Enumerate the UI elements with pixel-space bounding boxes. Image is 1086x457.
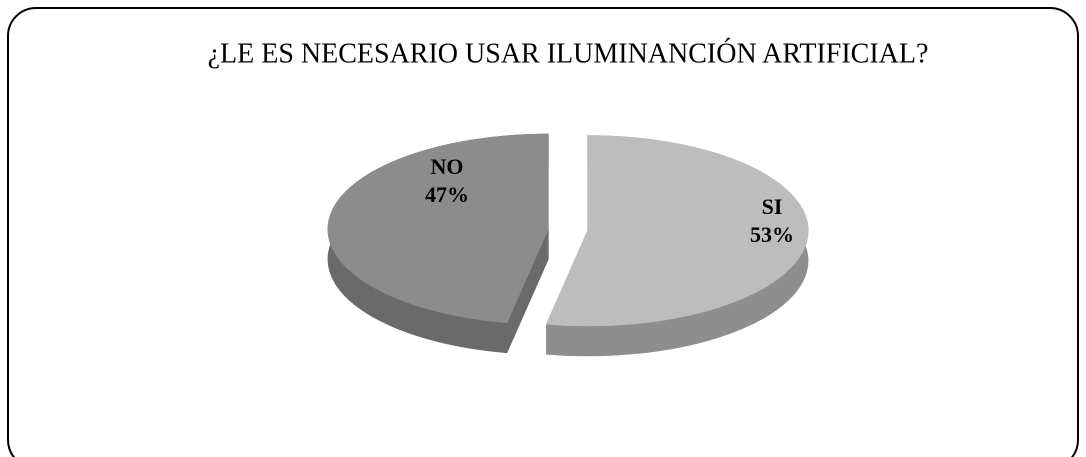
slice: [545, 135, 809, 327]
slice-value-label: 47%: [425, 182, 469, 207]
chart-title: ¿LE ES NECESARIO USAR ILUMINANCIÓN ARTIF…: [208, 38, 929, 69]
slice-label: NO: [431, 154, 464, 179]
slice-label: SI: [762, 194, 783, 219]
slice: [327, 133, 549, 324]
slice-value-label: 53%: [750, 222, 794, 247]
